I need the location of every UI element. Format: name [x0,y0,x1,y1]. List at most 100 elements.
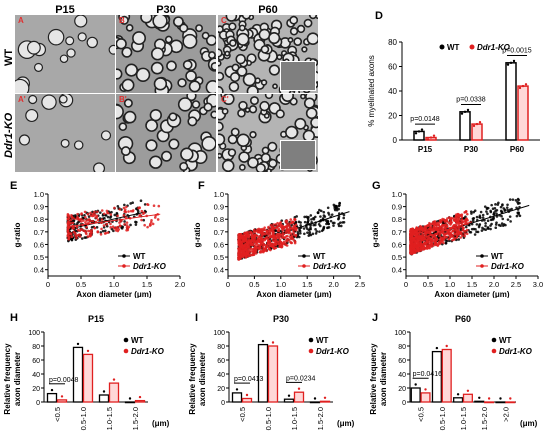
scatter-point-wt [123,203,126,207]
scatter-point-wt [80,237,84,240]
bar-ko [241,397,253,403]
scatter-point-ko [71,221,75,225]
scatter-point-ko [285,226,289,230]
scatter-point-wt [489,209,492,213]
legend-wt-marker [439,44,445,50]
scatter-point-ko [409,231,413,234]
data-point [524,83,528,86]
axon-profile [47,28,65,46]
bar-wt [431,350,442,403]
data-point [472,124,476,128]
y-tick-label: 100 [28,330,40,337]
scatter-point-ko [241,255,245,259]
scatter-point-wt [313,223,317,227]
row-title-wt: WT [3,48,15,66]
axon-profile [221,159,235,172]
scatter-point-wt [509,220,512,223]
scatter-point-wt [333,221,336,225]
y-tick-label: 0.7 [34,228,44,237]
scatter-point-ko [271,225,274,229]
y-tick-label: 0.6 [214,240,224,249]
y-tick-label: 0.4 [34,266,44,275]
y-tick-label: 0.9 [214,203,224,212]
scatter-point-ko [78,235,82,238]
scatter-point-ko [434,228,437,232]
scatter-point-wt [337,222,340,226]
scatter-point-ko [246,246,249,250]
scatter-point-ko [426,231,429,235]
y-tick-label: 0.7 [214,228,224,237]
axon-profile [210,61,216,71]
axon-profile [179,161,189,172]
x-tick-label: 0.5 [423,280,433,289]
axon-profile [145,119,159,132]
scatter-point-ko [420,238,424,241]
scatter-point-ko [82,219,85,222]
p-value-label: p=0.0148 [410,116,439,123]
x-tick-label: 1.5-2.0 [131,407,140,430]
scatter-point-ko [294,226,298,230]
scatter-point-wt [499,224,502,228]
scatter-point-wt [516,200,519,204]
bar-wt [98,394,110,403]
bar-wt [459,111,471,141]
scatter-point-wt [307,219,310,222]
bar-ko [293,391,305,403]
y-tick-label: 20 [388,112,397,121]
scatter-point-wt [305,227,309,230]
scatter-point-ko [96,230,100,233]
axon-profile [15,78,30,93]
data-point [235,388,239,391]
scatter-point-ko [239,255,243,258]
data-point [424,388,427,391]
scatter-point-wt [104,229,107,233]
axon-profile [218,48,223,58]
x-tick-label: 0.5 [76,280,86,289]
scatter-point-ko [244,238,248,241]
scatter-point-wt [342,213,346,217]
legend-ko-marker [480,264,484,268]
scatter-point-ko [409,252,412,255]
axon-profile [287,37,294,43]
scatter-point-ko [453,223,456,227]
scatter-point-ko [288,225,291,229]
scatter-point-ko [152,204,156,208]
scatter-point-wt [470,227,474,231]
scatter-point-ko [105,222,109,226]
scatter-point-ko [131,209,135,213]
bar-wt [231,392,243,403]
scatter-point-ko [76,212,79,216]
scatter-point-wt [135,220,138,224]
scatter-point-ko [265,236,269,239]
axon-profile [149,108,162,122]
y-tick-label: 40 [217,372,225,379]
scatter-point-ko [150,218,153,222]
axon-profile [268,32,281,45]
scatter-point-ko [465,232,469,236]
scatter-point-ko [274,239,278,243]
scatter-point-ko [414,235,418,239]
x-tick-label: 1.5 [467,280,477,289]
scatter-point-ko [68,232,72,235]
scatter-point-ko [292,224,296,228]
scatter-point-ko [125,205,128,209]
axon-profile [259,100,270,112]
chart-e-gratio-p15: 0.4 0.5 0.6 0.7 0.8 0.9 1.0 0 0.5 1.0 1.5 2.0 Axon d… [13,190,185,298]
axon-profile [148,155,163,169]
data-point [475,122,479,126]
scatter-point-wt [485,210,488,213]
scatter-point-ko [454,236,457,240]
micrograph-texture [116,15,216,93]
y-tick-label: 40 [32,372,40,379]
x-tick-label: 0.5-1.0 [264,407,273,430]
scatter-point-ko [89,230,93,234]
axon-profile [93,162,106,172]
axon-profile [227,148,237,157]
axon-profile [242,72,257,87]
bar-ko [462,393,473,403]
scatter-point-ko [249,231,253,235]
scatter-point-ko [93,226,97,230]
axon-profile [177,97,193,112]
scatter-point-ko [125,221,129,224]
scatter-point-wt [312,217,316,221]
